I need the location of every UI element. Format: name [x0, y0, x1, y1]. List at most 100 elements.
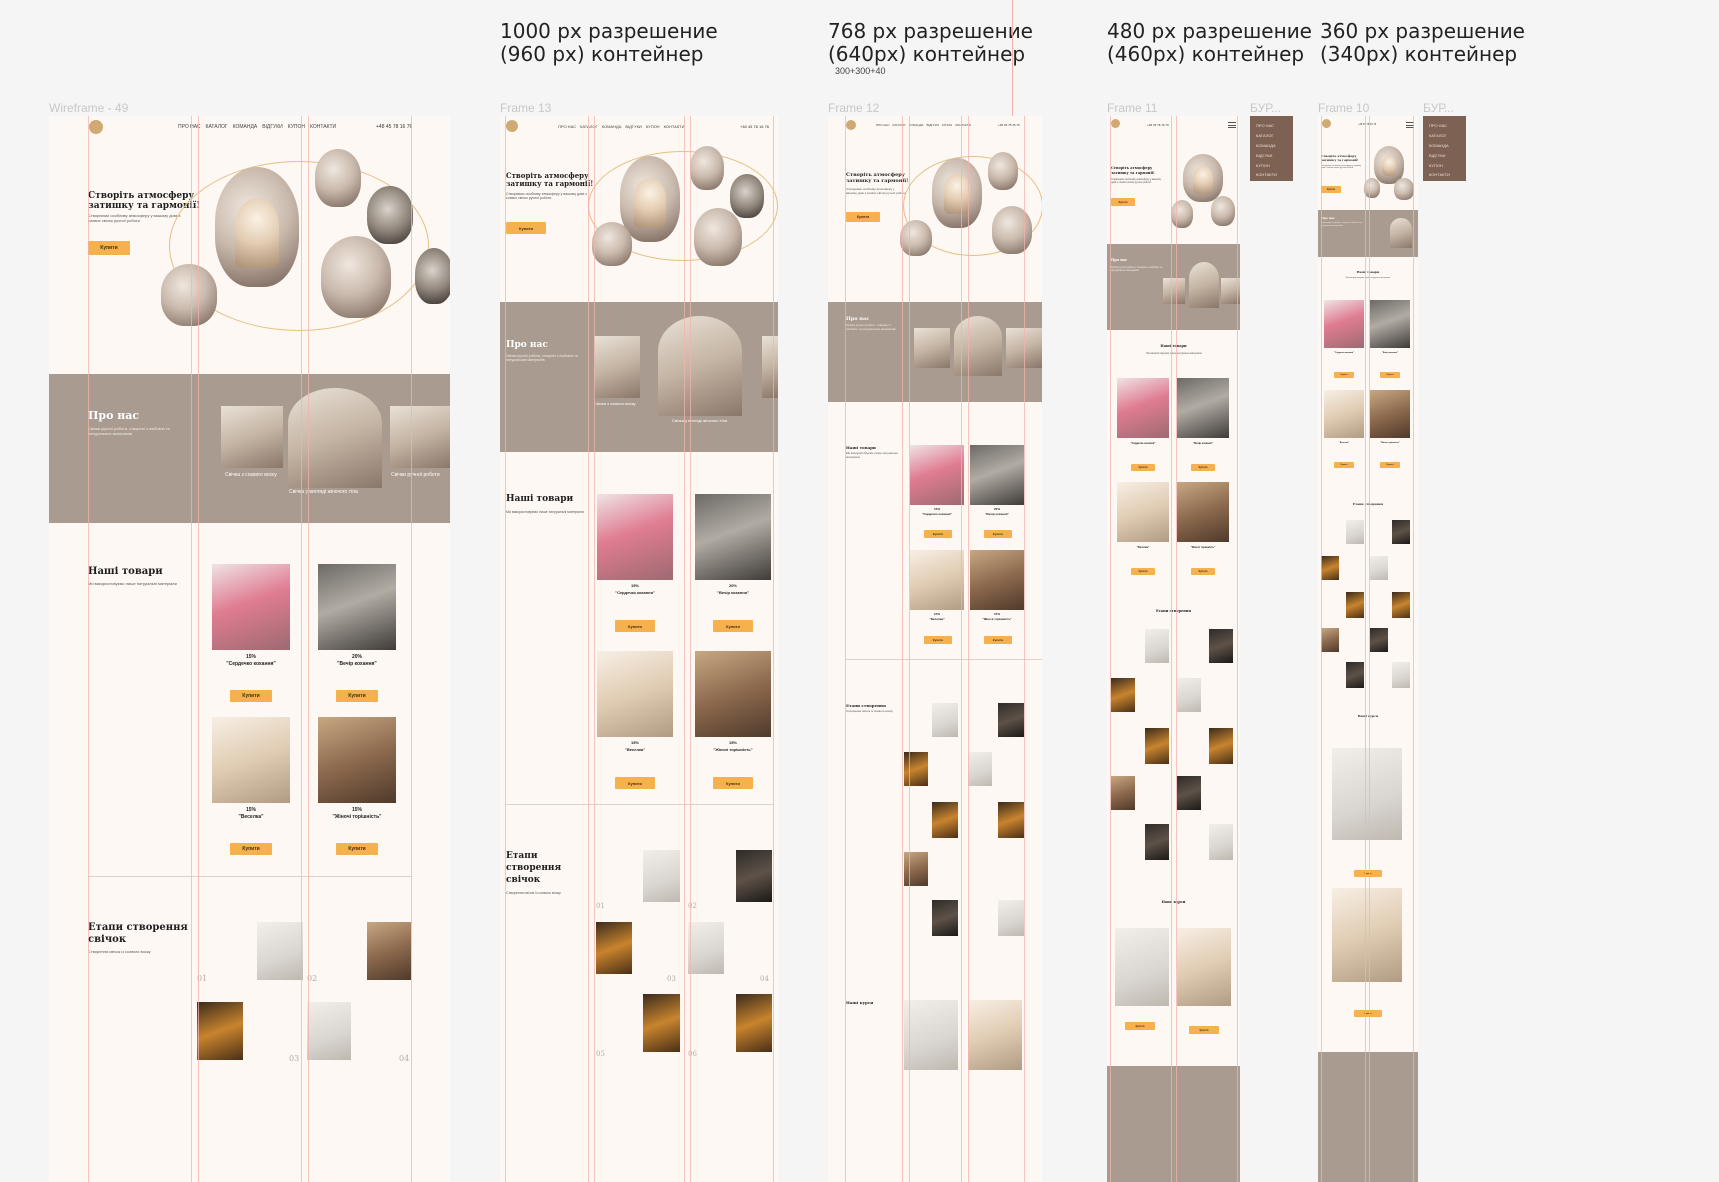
nav-item-about[interactable]: ПРО НАС [178, 124, 201, 130]
product-buy-button-4[interactable]: Купити [984, 636, 1012, 644]
logo[interactable] [846, 120, 856, 130]
nav-item-team[interactable]: КОМАНДА [232, 124, 258, 130]
frame-13[interactable]: ПРО НАС КАТАЛОГ КОМАНДА ВІДГУКИ КУПОН КО… [500, 116, 778, 1182]
nav-item-reviews[interactable]: ВІДГУКИ [262, 124, 283, 130]
product-photo-1[interactable] [1324, 300, 1364, 348]
product-photo-4[interactable] [695, 651, 771, 737]
product-photo-2[interactable] [970, 445, 1024, 505]
logo[interactable] [89, 120, 103, 134]
menu-item-team[interactable]: КОМАНДА [1256, 143, 1276, 148]
product-photo-1[interactable] [597, 494, 673, 580]
product-photo-3[interactable] [212, 717, 290, 803]
menu-item-contacts[interactable]: КОНТАКТИ [1429, 172, 1450, 177]
logo[interactable] [506, 120, 518, 132]
nav-item-contacts[interactable]: КОНТАКТИ [309, 124, 337, 130]
menu-item-reviews[interactable]: ВІДГУКИ [1256, 153, 1273, 158]
product-buy-button-2[interactable]: Купити [1191, 464, 1215, 471]
course-buy-button-1[interactable]: Купити [1125, 1022, 1155, 1030]
phone[interactable]: +48 45 78 16 76 [740, 124, 770, 129]
product-buy-button-4[interactable]: Купити [713, 777, 753, 789]
product-buy-button-1[interactable]: Купити [924, 530, 952, 538]
phone[interactable]: +48 45 78 16 76 [1358, 123, 1377, 126]
product-photo-2[interactable] [1370, 300, 1410, 348]
product-buy-button-4[interactable]: Купити [1380, 462, 1400, 468]
nav-item-contacts[interactable]: КОНТАКТИ [955, 123, 971, 127]
phone[interactable]: +48 45 78 16 76 [1147, 123, 1169, 127]
nav-item-about[interactable]: ПРО НАС [876, 123, 890, 127]
phone[interactable]: +48 45 78 16 76 [998, 123, 1020, 127]
product-photo-1[interactable] [910, 445, 964, 505]
menu-item-coupon[interactable]: КУПОН [1256, 163, 1270, 168]
nav-item-coupon[interactable]: КУПОН [645, 124, 660, 129]
frame-name-13[interactable]: Frame 13 [500, 101, 552, 115]
frame-name-10[interactable]: Frame 10 [1318, 101, 1370, 115]
product-photo-2[interactable] [318, 564, 396, 650]
menu-item-about[interactable]: ПРО НАС [1429, 123, 1448, 128]
product-photo-4[interactable] [318, 717, 396, 803]
product-photo-4[interactable] [1370, 390, 1410, 438]
nav-item-about[interactable]: ПРО НАС [558, 124, 577, 129]
product-buy-button-1[interactable]: Купити [1334, 372, 1354, 378]
frame-name-12[interactable]: Frame 12 [828, 101, 880, 115]
frame-12[interactable]: ПРО НАС КАТАЛОГ КОМАНДА ВІДГУКИ КУПОН КО… [828, 116, 1042, 1182]
nav-item-catalog[interactable]: КАТАЛОГ [892, 123, 906, 127]
nav-item-contacts[interactable]: КОНТАКТИ [663, 124, 685, 129]
burger-menu-icon[interactable] [1406, 122, 1414, 128]
product-photo-3[interactable] [1117, 482, 1169, 542]
product-buy-button-3[interactable]: Купити [230, 843, 272, 855]
nav-item-team[interactable]: КОМАНДА [908, 123, 924, 127]
logo[interactable] [1111, 119, 1120, 128]
burger-menu-icon[interactable] [1228, 122, 1236, 128]
nav-item-reviews[interactable]: ВІДГУКИ [625, 124, 642, 129]
product-buy-button-4[interactable]: Купити [1191, 568, 1215, 575]
course-buy-button-2[interactable]: Купити [1189, 1026, 1219, 1034]
product-photo-1[interactable] [212, 564, 290, 650]
menu-item-about[interactable]: ПРО НАС [1256, 123, 1275, 128]
course-buy-button-2[interactable]: Купити [1354, 1010, 1382, 1017]
course-buy-button-1[interactable]: Купити [1354, 870, 1382, 877]
menu-item-coupon[interactable]: КУПОН [1429, 163, 1443, 168]
product-photo-3[interactable] [1324, 390, 1364, 438]
product-photo-1[interactable] [1117, 378, 1169, 438]
product-buy-button-3[interactable]: Купити [1334, 462, 1354, 468]
product-buy-button-4[interactable]: Купити [336, 843, 378, 855]
frame-10[interactable]: +48 45 78 16 76 Створіть атмосферу затишк… [1318, 116, 1418, 1182]
product-buy-button-1[interactable]: Купити [615, 620, 655, 632]
product-buy-button-1[interactable]: Купити [1131, 464, 1155, 471]
product-photo-2[interactable] [1177, 378, 1229, 438]
hero-buy-button[interactable]: Купити [88, 241, 130, 255]
product-buy-button-2[interactable]: Купити [336, 690, 378, 702]
product-buy-button-3[interactable]: Купити [615, 777, 655, 789]
product-buy-button-3[interactable]: Купити [924, 636, 952, 644]
nav-item-coupon[interactable]: КУПОН [287, 124, 305, 130]
hero-buy-button[interactable]: Купити [506, 222, 546, 234]
menu-item-team[interactable]: КОМАНДА [1429, 143, 1449, 148]
frame-name-11[interactable]: Frame 11 [1107, 101, 1158, 115]
product-buy-button-2[interactable]: Купити [1380, 372, 1400, 378]
frame-name-burger-2[interactable]: БУР... [1423, 101, 1454, 115]
frame-name-desktop[interactable]: Wireframe - 49 [49, 101, 129, 115]
menu-item-contacts[interactable]: КОНТАКТИ [1256, 172, 1277, 177]
nav-item-catalog[interactable]: КАТАЛОГ [205, 124, 228, 130]
frame-name-burger-1[interactable]: БУР... [1250, 101, 1281, 115]
product-buy-button-1[interactable]: Купити [230, 690, 272, 702]
product-buy-button-2[interactable]: Купити [984, 530, 1012, 538]
menu-item-reviews[interactable]: ВІДГУКИ [1429, 153, 1446, 158]
menu-item-catalog[interactable]: КАТАЛОГ [1429, 133, 1447, 138]
product-photo-3[interactable] [597, 651, 673, 737]
menu-item-catalog[interactable]: КАТАЛОГ [1256, 133, 1274, 138]
product-buy-button-2[interactable]: Купити [713, 620, 753, 632]
nav-item-team[interactable]: КОМАНДА [601, 124, 622, 129]
nav-item-coupon[interactable]: КУПОН [941, 123, 953, 127]
product-photo-4[interactable] [1177, 482, 1229, 542]
nav-item-reviews[interactable]: ВІДГУКИ [926, 123, 939, 127]
phone[interactable]: +48 45 78 16 76 [376, 124, 413, 130]
logo[interactable] [1322, 119, 1331, 128]
hero-buy-button[interactable]: Купити [846, 212, 880, 222]
hero-buy-button[interactable]: Купити [1111, 198, 1135, 206]
frame-desktop[interactable]: ПРО НАС КАТАЛОГ КОМАНДА ВІДГУКИ КУПОН КО… [49, 116, 450, 1182]
frame-11[interactable]: +48 45 78 16 76 Створіть атмосферу затишк… [1107, 116, 1240, 1182]
product-buy-button-3[interactable]: Купити [1131, 568, 1155, 575]
product-photo-3[interactable] [910, 550, 964, 610]
product-photo-2[interactable] [695, 494, 771, 580]
